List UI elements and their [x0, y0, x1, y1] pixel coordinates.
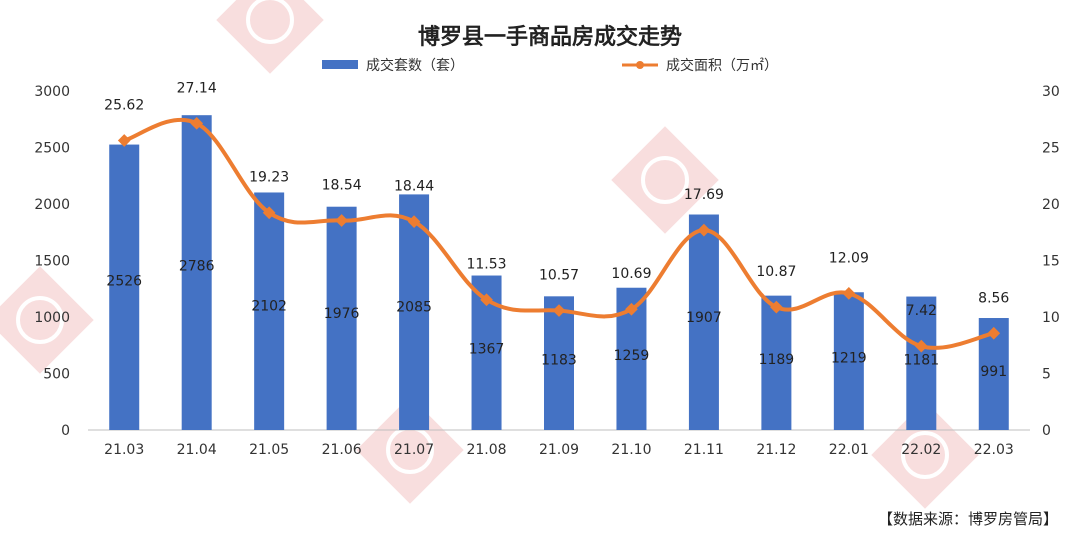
- x-tick-label: 21.04: [177, 442, 217, 458]
- bar-data-label: 1259: [614, 348, 650, 364]
- watermark-emblem: [246, 0, 294, 44]
- watermark-logo: [611, 126, 719, 234]
- watermark-diamond: [871, 401, 979, 509]
- right-tick-label: 5: [1042, 367, 1051, 383]
- right-tick-label: 20: [1042, 197, 1060, 213]
- line-point: [117, 134, 131, 147]
- line-point: [262, 206, 276, 220]
- right-tick-label: 10: [1042, 310, 1060, 326]
- line-data-label: 8.56: [978, 290, 1009, 306]
- x-tick-label: 21.08: [466, 442, 506, 458]
- line-data-label: 18.44: [394, 179, 434, 195]
- left-tick-label: 1000: [34, 310, 70, 326]
- bar-data-label: 1907: [686, 310, 722, 326]
- watermark-emblem: [386, 426, 434, 474]
- x-tick-label: 22.01: [829, 442, 869, 458]
- legend-line-label: 成交面积（万㎡）: [666, 57, 778, 74]
- bar-data-label: 1183: [541, 352, 577, 368]
- source-note: 【数据来源：博罗房管局】: [878, 510, 1058, 528]
- watermark-diamond: [0, 266, 94, 374]
- bar-data-label: 1189: [759, 352, 795, 368]
- bar: [688, 214, 719, 430]
- line-data-label: 10.57: [539, 268, 579, 284]
- watermark-diamond: [356, 396, 464, 504]
- watermark-logo: [0, 266, 94, 374]
- bar-series: [109, 115, 1009, 430]
- right-tick-label: 25: [1042, 141, 1060, 157]
- bar-data-label: 2526: [106, 274, 142, 290]
- bar: [544, 296, 574, 430]
- line-point: [407, 215, 421, 228]
- line-data-label: 7.42: [906, 303, 937, 319]
- right-tick-label: 15: [1042, 254, 1060, 270]
- watermark-logo: [216, 0, 324, 74]
- bar-data-labels: 2526 2786 2102 1976 2085 1367 1183 1259 1907 1189…: [106, 258, 1007, 379]
- bar-data-label: 2786: [179, 258, 215, 274]
- line-data-label: 12.09: [829, 250, 869, 266]
- left-tick-label: 1500: [34, 254, 70, 270]
- line-data-label: 10.87: [756, 264, 796, 280]
- line-point: [335, 214, 348, 227]
- right-tick-label: 30: [1042, 84, 1060, 100]
- bar-data-label: 1181: [903, 353, 939, 369]
- bar: [761, 295, 792, 430]
- left-tick-label: 2000: [34, 197, 70, 213]
- watermark-logo: [356, 396, 464, 504]
- left-tick-label: 0: [61, 423, 70, 439]
- bar: [181, 115, 212, 430]
- x-tick-label: 22.03: [974, 442, 1014, 458]
- x-tick-label: 21.11: [684, 442, 724, 458]
- legend-bar-label: 成交套数（套）: [366, 57, 464, 74]
- chart-title: 博罗县一手商品房成交走势: [418, 24, 682, 50]
- bar: [326, 206, 357, 430]
- left-axis-ticks: 0 500 1000 1500 2000 2500 3000: [34, 84, 70, 439]
- line-data-label: 10.69: [611, 266, 651, 282]
- x-tick-label: 22.02: [901, 442, 941, 458]
- bar: [833, 292, 864, 430]
- right-tick-label: 0: [1042, 423, 1051, 439]
- x-tick-label: 21.12: [756, 442, 796, 458]
- line-data-label: 25.62: [104, 97, 144, 113]
- bar-data-label: 2102: [251, 298, 287, 314]
- bar-data-label: 1367: [469, 342, 505, 358]
- watermark-logo: [871, 401, 979, 509]
- line-point: [190, 116, 204, 130]
- left-tick-label: 3000: [34, 84, 70, 100]
- x-tick-label: 21.06: [322, 442, 362, 458]
- watermark-emblem: [641, 156, 689, 204]
- watermarks: [0, 0, 979, 509]
- x-tick-label: 21.10: [611, 442, 651, 458]
- legend: 成交套数（套） 成交面积（万㎡）: [322, 57, 778, 74]
- line-point: [480, 293, 493, 307]
- x-tick-label: 21.07: [394, 442, 434, 458]
- bar: [399, 194, 430, 430]
- bar-data-label: 991: [980, 364, 1007, 380]
- line-data-label: 19.23: [249, 170, 289, 186]
- watermark-diamond: [216, 0, 324, 74]
- bar-data-label: 1976: [324, 306, 360, 322]
- bar: [254, 192, 285, 430]
- bar-data-label: 1219: [831, 350, 867, 366]
- x-tick-label: 21.05: [249, 442, 289, 458]
- line-data-label: 27.14: [177, 80, 217, 96]
- line-data-label: 18.54: [322, 177, 362, 193]
- watermark-emblem: [901, 431, 949, 479]
- bar: [109, 144, 140, 430]
- x-tick-label: 21.03: [104, 442, 144, 458]
- left-tick-label: 500: [43, 367, 70, 383]
- x-axis-ticks: 21.03 21.04 21.05 21.06 21.07 21.08 21.09 21.10…: [104, 442, 1014, 458]
- x-tick-label: 21.09: [539, 442, 579, 458]
- line-data-label: 11.53: [466, 257, 506, 273]
- right-axis-ticks: 0 5 10 15 20 25 30: [1042, 84, 1060, 439]
- left-tick-label: 2500: [34, 141, 70, 157]
- legend-bar-swatch: [322, 60, 358, 69]
- watermark-diamond: [611, 126, 719, 234]
- watermark-emblem: [15, 296, 64, 344]
- legend-line-marker: [636, 61, 644, 69]
- bar: [906, 296, 937, 430]
- line-data-labels: 25.62 27.14 19.23 18.54 18.44 11.53 10.57 10.69…: [104, 80, 1009, 319]
- bar-data-label: 2085: [396, 299, 432, 315]
- line-data-label: 17.69: [684, 187, 724, 203]
